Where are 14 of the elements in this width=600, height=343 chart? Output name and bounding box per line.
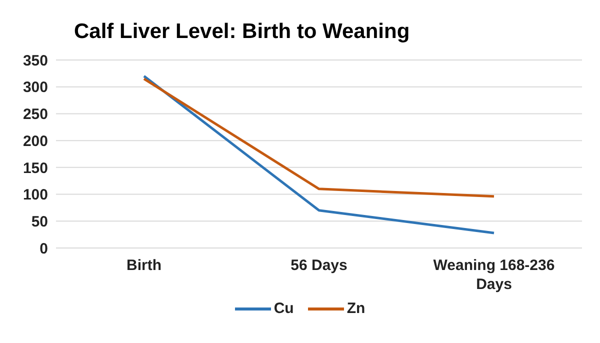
- y-tick-label: 50: [31, 213, 48, 230]
- y-tick-label: 0: [40, 240, 48, 258]
- x-tick-label: Birth: [126, 257, 162, 274]
- chart-title: Calf Liver Level: Birth to Weaning: [73, 19, 411, 45]
- legend-label: Cu: [272, 300, 294, 317]
- y-tick-label: 350: [22, 52, 48, 70]
- x-tick-label: 56 Days: [290, 257, 348, 274]
- y-tick-label: 250: [22, 106, 48, 124]
- y-tick-label: 300: [22, 79, 48, 96]
- x-tick-label: Weaning 168-236 Days: [433, 257, 555, 293]
- y-tick-label: 150: [22, 160, 48, 177]
- y-tick-label: 200: [22, 132, 48, 150]
- y-tick-label: 100: [22, 186, 48, 204]
- legend-label: Zn: [346, 300, 366, 317]
